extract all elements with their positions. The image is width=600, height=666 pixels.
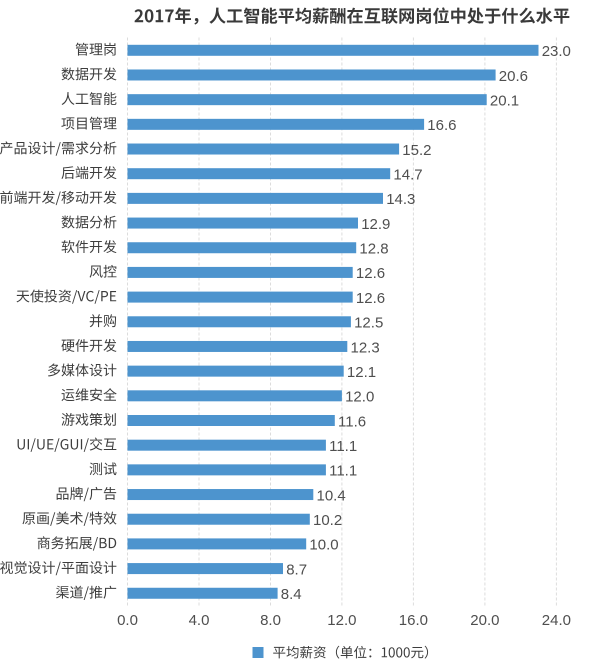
svg-text:20.1: 20.1 bbox=[490, 93, 519, 110]
svg-text:10.4: 10.4 bbox=[317, 487, 346, 504]
svg-text:20.0: 20.0 bbox=[470, 612, 499, 629]
svg-text:12.9: 12.9 bbox=[361, 216, 390, 233]
svg-text:12.6: 12.6 bbox=[356, 290, 385, 307]
svg-text:8.0: 8.0 bbox=[260, 612, 281, 629]
svg-text:11.1: 11.1 bbox=[329, 438, 357, 455]
svg-text:20.6: 20.6 bbox=[499, 68, 528, 85]
svg-text:12.0: 12.0 bbox=[345, 389, 374, 406]
svg-text:10.0: 10.0 bbox=[309, 537, 338, 554]
svg-text:12.6: 12.6 bbox=[356, 265, 385, 282]
svg-text:0.0: 0.0 bbox=[117, 612, 138, 629]
svg-text:4.0: 4.0 bbox=[189, 612, 210, 629]
svg-text:10.2: 10.2 bbox=[313, 512, 342, 529]
svg-text:24.0: 24.0 bbox=[542, 612, 571, 629]
svg-text:11.6: 11.6 bbox=[338, 413, 366, 430]
svg-text:12.1: 12.1 bbox=[347, 364, 376, 381]
svg-text:23.0: 23.0 bbox=[542, 43, 571, 60]
svg-text:11.1: 11.1 bbox=[329, 463, 357, 480]
svg-text:14.7: 14.7 bbox=[393, 167, 422, 184]
svg-text:15.2: 15.2 bbox=[402, 142, 431, 159]
svg-text:12.3: 12.3 bbox=[351, 339, 380, 356]
svg-text:12.8: 12.8 bbox=[359, 241, 388, 258]
svg-text:16.6: 16.6 bbox=[427, 117, 456, 134]
svg-text:16.0: 16.0 bbox=[399, 612, 428, 629]
svg-text:12.5: 12.5 bbox=[354, 315, 383, 332]
svg-text:8.7: 8.7 bbox=[286, 561, 307, 578]
svg-text:12.0: 12.0 bbox=[327, 612, 356, 629]
svg-text:14.3: 14.3 bbox=[386, 191, 415, 208]
svg-text:8.4: 8.4 bbox=[281, 586, 302, 603]
